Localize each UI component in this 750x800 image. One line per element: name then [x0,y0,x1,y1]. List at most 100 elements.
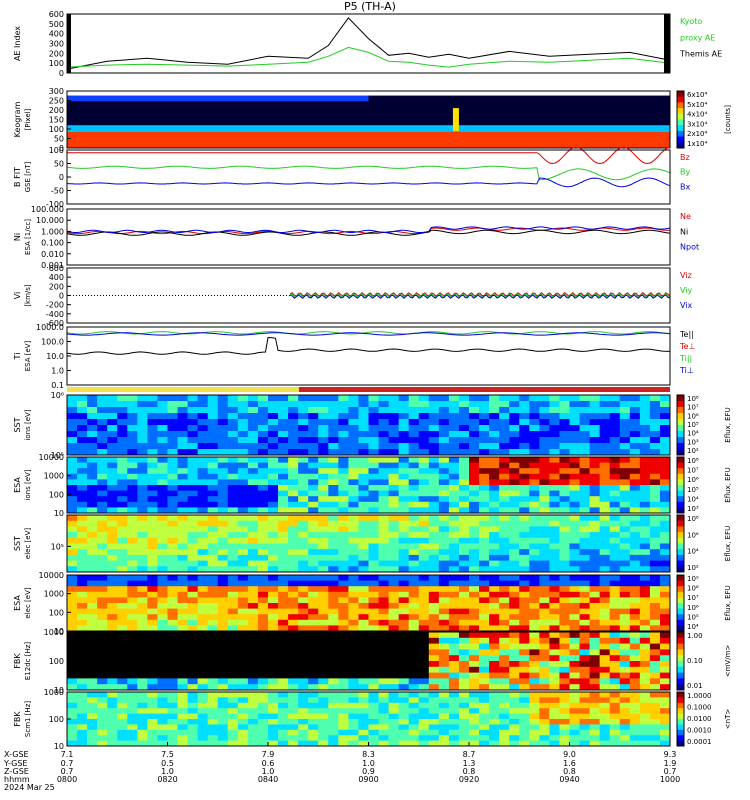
spectrogram-cell [659,702,671,709]
spectrogram-cell [278,661,289,668]
xtick-ygse: 1.6 [563,759,576,768]
spectrogram-cell [619,431,631,438]
spectrogram-cell [529,413,540,420]
spectrogram-cell [167,708,179,715]
spectrogram-cell [348,637,359,645]
spectrogram-cell [458,560,470,567]
spectrogram-cell [469,462,480,469]
spectrogram-cell [529,580,540,587]
spectrogram-cell [549,655,560,662]
spectrogram-cell [529,479,540,486]
spectrogram-cell [167,507,179,514]
spectrogram-cell [268,632,279,639]
spectrogram-cell [388,684,400,691]
spectrogram-cell [107,490,118,497]
spectrogram-cell [328,597,339,604]
spectrogram-cell [418,395,430,402]
colorbar-step [677,632,684,639]
spectrogram-cell [408,692,420,698]
spectrogram-cell [368,532,380,539]
spectrogram-cell [127,515,138,522]
spectrogram-cell [177,719,189,725]
spectrogram-cell [67,740,78,747]
spectrogram-cell [77,625,88,632]
legend-label: proxy AE [680,33,715,42]
spectrogram-cell [197,443,209,450]
spectrogram-cell [499,719,510,725]
spectrogram-cell [227,485,239,492]
spectrogram-cell [529,666,540,674]
spectrogram-cell [659,597,671,604]
spectrogram-cell [107,708,118,715]
spectrogram-cell [167,603,179,610]
spectrogram-cell [599,443,611,450]
spectrogram-cell [438,655,450,662]
spectrogram-cell [77,443,88,450]
spectrogram-cell [137,413,148,420]
spectrogram-cell [197,697,209,704]
spectrogram-cell [237,697,249,704]
spectrogram-cell [469,554,480,562]
spectrogram-cell [609,395,621,402]
spectrogram-cell [659,740,671,747]
spectrogram-cell [549,580,560,587]
spectrogram-cell [499,496,510,503]
spectrogram-cell [589,735,601,742]
colorbar-step [677,672,684,679]
spectrogram-cell [77,692,88,698]
spectrogram-cell [187,449,199,456]
colorbar-step [677,702,684,709]
spectrogram-cell [137,515,148,522]
spectrogram-cell [197,537,209,544]
spectrogram-cell [87,740,98,747]
spectrogram-cell [157,591,168,598]
spectrogram-cell [499,586,510,593]
spectrogram-cell [247,729,259,736]
spectrogram-cell [217,515,229,522]
spectrogram-cell [348,443,359,450]
spectrogram-cell [67,637,78,645]
spectrogram-cell [97,632,108,639]
spectrogram-cell [107,537,118,544]
spectrogram-cell [388,431,400,438]
spectrogram-cell [157,666,168,674]
spectrogram-cell [338,496,349,503]
spectrogram-cell [137,407,148,414]
spectrogram-cell [659,485,671,492]
spectrogram-cell [539,543,550,550]
xtick-time: 0920 [459,775,479,784]
spectrogram-cell [87,479,98,486]
spectrogram-cell [127,661,138,668]
colorbar-label: 10⁴ [687,430,699,438]
spectrogram-cell [338,619,349,626]
colorbar-step [677,407,684,414]
spectrogram-cell [137,655,148,662]
spectrogram-cell [348,554,359,562]
spectrogram-cell [227,532,239,539]
spectrogram-cell [187,549,199,556]
spectrogram-cell [499,597,510,604]
spectrogram-cell [609,586,621,593]
spectrogram-cell [639,591,651,598]
spectrogram-cell [619,520,631,527]
spectrogram-cell [318,443,329,450]
spectrogram-cell [97,697,108,704]
spectrogram-cell [408,413,420,420]
spectrogram-cell [87,419,98,426]
spectrogram-cell [428,407,440,414]
spectrogram-cell [247,591,259,598]
spectrogram-cell [438,597,450,604]
spectrogram-cell [368,462,380,469]
spectrogram-cell [479,543,490,550]
spectrogram-cell [308,729,319,736]
spectrogram-cell [579,637,591,645]
spectrogram-cell [579,672,591,679]
spectrogram-cell [268,560,279,567]
spectrogram-cell [639,740,651,747]
spectrogram-cell [499,625,510,632]
spectrogram-cell [348,468,359,475]
spectrogram-cell [408,661,420,668]
spectrogram-cell [87,560,98,567]
spectrogram-cell [167,549,179,556]
spectrogram-cell [368,740,380,747]
